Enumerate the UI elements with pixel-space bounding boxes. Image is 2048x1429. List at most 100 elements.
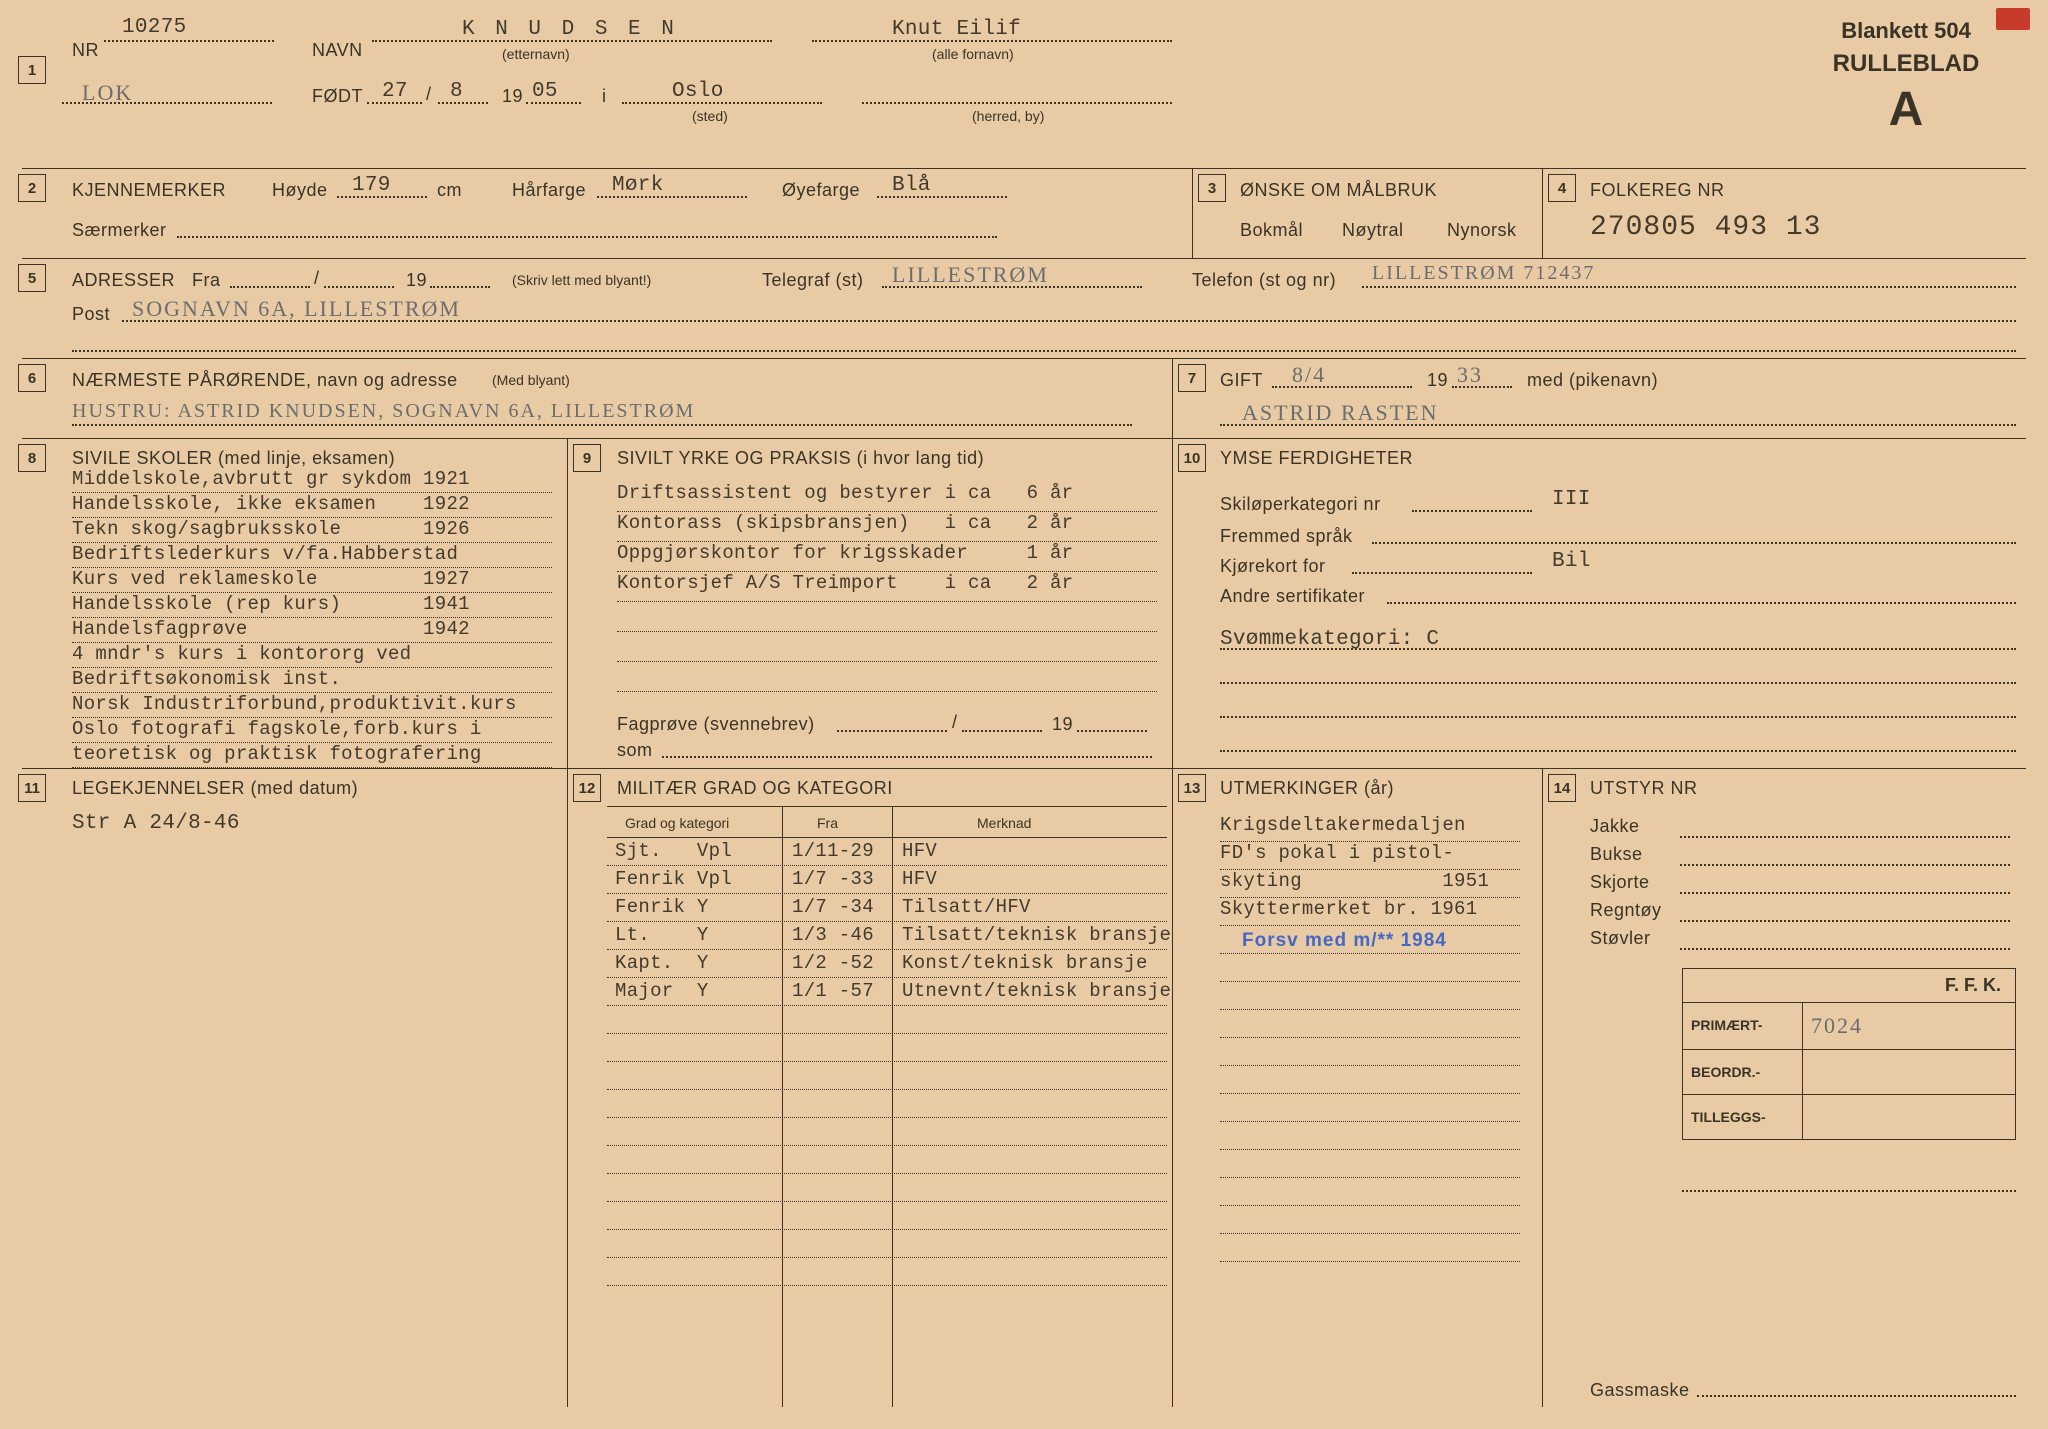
grade-row: Fenrik Y1/7 -34Tilsatt/HFV <box>607 894 1167 922</box>
praksis-line: Driftsassistent og bestyrer i ca 6 år <box>617 482 1157 512</box>
etternavn-sub: (etternavn) <box>502 46 570 62</box>
school-line: teoretisk og praktisk fotografering <box>72 743 552 768</box>
school-line: Handelsfagprøve 1942 <box>72 618 552 643</box>
kjore-value: Bil <box>1552 550 1591 573</box>
kjenn-title: KJENNEMERKER <box>72 180 226 201</box>
grade-row <box>607 1230 1167 1258</box>
praksis-line: Kontorass (skipsbransjen) i ca 2 år <box>617 512 1157 542</box>
award-line: Skyttermerket br. 1961 <box>1220 898 1520 926</box>
record-card: 1 NR 10275 NAVN K N U D S E N (etternavn… <box>22 18 2026 1407</box>
grade-row <box>607 1174 1167 1202</box>
box6: NÆRMESTE PÅRØRENDE, navn og adresse (Med… <box>62 358 1162 438</box>
ffk-label: F. F. K. <box>1683 969 2015 1003</box>
grade-row: Major Y1/1 -57Utnevnt/teknisk bransje <box>607 978 1167 1006</box>
ski-value: III <box>1552 488 1591 511</box>
school-line: Norsk Industriforbund,produktivit.kurs <box>72 693 552 718</box>
rulleblad-letter: A <box>1796 82 2016 137</box>
box-number-3: 3 <box>1198 174 1226 202</box>
box8: SIVILE SKOLER (med linje, eksamen) Midde… <box>62 438 562 768</box>
praksis-line <box>617 602 1157 632</box>
box12: MILITÆR GRAD OG KATEGORI Grad og kategor… <box>607 768 1167 1407</box>
box-number-8: 8 <box>18 444 46 472</box>
award-line <box>1220 1234 1520 1262</box>
box9: SIVILT YRKE OG PRAKSIS (i hvor lang tid)… <box>607 438 1167 768</box>
box-number-2: 2 <box>18 174 46 202</box>
box-number-4: 4 <box>1548 174 1576 202</box>
primaert-value: 7024 <box>1803 1003 2015 1049</box>
box11: LEGEKJENNELSER (med datum) Str A 24/8-46 <box>62 768 562 1407</box>
utstyr-item: Jakke <box>1590 816 1780 844</box>
grade-row <box>607 1146 1167 1174</box>
praksis-line <box>617 662 1157 692</box>
award-line <box>1220 1122 1520 1150</box>
utstyr-item: Bukse <box>1590 844 1780 872</box>
rulleblad-label: RULLEBLAD <box>1796 50 2016 78</box>
i-label: i <box>602 86 607 107</box>
grade-row: Fenrik Vpl1/7 -33HFV <box>607 866 1167 894</box>
grade-row <box>607 1118 1167 1146</box>
box-number-7: 7 <box>1178 364 1206 392</box>
grade-row <box>607 1006 1167 1034</box>
box2: KJENNEMERKER Høyde 179 cm Hårfarge Mørk … <box>62 168 1192 258</box>
etternavn-line <box>372 18 772 42</box>
grade-row <box>607 1062 1167 1090</box>
praksis-line: Kontorsjef A/S Treimport i ca 2 år <box>617 572 1157 602</box>
award-line: skyting 1951 <box>1220 870 1520 898</box>
box-number-13: 13 <box>1178 774 1206 802</box>
award-line <box>1220 1066 1520 1094</box>
grade-row <box>607 1034 1167 1062</box>
box13: UTMERKINGER (år) KrigsdeltakermedaljenFD… <box>1212 768 1532 1407</box>
box5: ADRESSER Fra / 19 (Skriv lett med blyant… <box>62 258 2016 354</box>
award-line <box>1220 1150 1520 1178</box>
blankett-label: Blankett 504 <box>1796 18 2016 44</box>
gassmaske-label: Gassmaske <box>1590 1380 1690 1401</box>
box-number-5: 5 <box>18 264 46 292</box>
praksis-line <box>617 632 1157 662</box>
navn-label: NAVN <box>312 40 363 61</box>
nr-label: NR <box>72 40 99 61</box>
nr-line <box>104 18 274 42</box>
box3: ØNSKE OM MÅLBRUK Bokmål Nøytral Nynorsk <box>1232 168 1532 258</box>
lege-value: Str A 24/8-46 <box>72 812 240 835</box>
box-number-11: 11 <box>18 774 46 802</box>
utstyr-item: Skjorte <box>1590 872 1780 900</box>
folkereg-value: 270805 493 13 <box>1590 212 1821 243</box>
grade-row <box>607 1202 1167 1230</box>
box-number-6: 6 <box>18 364 46 392</box>
grade-row: Kapt. Y1/2 -52Konst/teknisk bransje <box>607 950 1167 978</box>
grade-row <box>607 1258 1167 1286</box>
school-line: Tekn skog/sagbruksskole 1926 <box>72 518 552 543</box>
award-line <box>1220 1178 1520 1206</box>
school-line: Bedriftsøkonomisk inst. <box>72 668 552 693</box>
box-number-14: 14 <box>1548 774 1576 802</box>
stamp: Forsv med m/** 1984 <box>1242 930 1447 952</box>
school-line: Oslo fotografi fagskole,forb.kurs i <box>72 718 552 743</box>
fornavn-sub: (alle fornavn) <box>932 46 1014 62</box>
school-line: Kurs ved reklameskole 1927 <box>72 568 552 593</box>
code-line <box>62 80 272 104</box>
utstyr-item: Støvler <box>1590 928 1780 956</box>
school-line: Middelskole,avbrutt gr sykdom 1921 <box>72 468 552 493</box>
award-line: Krigsdeltakermedaljen <box>1220 814 1520 842</box>
award-line <box>1220 982 1520 1010</box>
form-header: Blankett 504 RULLEBLAD A <box>1796 18 2016 137</box>
box14: UTSTYR NR JakkeBukseSkjorteRegntøyStøvle… <box>1582 768 2016 1407</box>
box-number-10: 10 <box>1178 444 1206 472</box>
box4: FOLKEREG NR 270805 493 13 <box>1582 168 2016 258</box>
school-line: 4 mndr's kurs i kontororg ved <box>72 643 552 668</box>
grade-row: Lt. Y1/3 -46Tilsatt/teknisk bransje <box>607 922 1167 950</box>
award-line <box>1220 1206 1520 1234</box>
box-number-12: 12 <box>573 774 601 802</box>
award-line: FD's pokal i pistol- <box>1220 842 1520 870</box>
box-number-9: 9 <box>573 444 601 472</box>
box10: YMSE FERDIGHETER Skiløperkategori nr III… <box>1212 438 2016 768</box>
fodt-label: FØDT <box>312 86 363 107</box>
award-line <box>1220 954 1520 982</box>
box1: NR 10275 NAVN K N U D S E N (etternavn) … <box>62 18 2026 168</box>
box-number-1: 1 <box>18 56 46 84</box>
grade-row <box>607 1090 1167 1118</box>
sted-sub: (sted) <box>692 108 728 124</box>
award-line <box>1220 1038 1520 1066</box>
herred-sub: (herred, by) <box>972 108 1044 124</box>
grade-row: Sjt. Vpl1/11-29HFV <box>607 838 1167 866</box>
